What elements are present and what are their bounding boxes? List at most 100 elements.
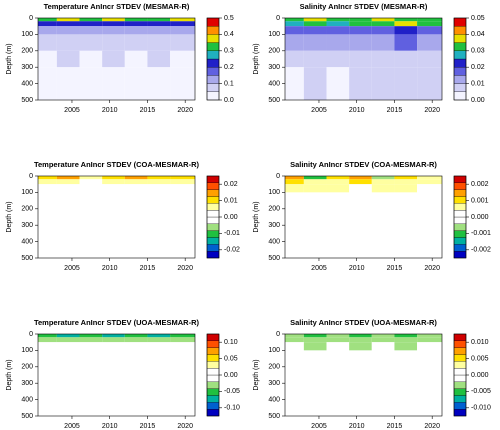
colorbar-swatch bbox=[206, 368, 220, 376]
field-cell bbox=[349, 225, 372, 258]
colorbar-swatch bbox=[206, 203, 220, 211]
field-cell bbox=[38, 26, 57, 35]
field-cell bbox=[285, 350, 304, 367]
field-cell bbox=[170, 26, 195, 35]
x-tick-label: 2020 bbox=[424, 423, 440, 430]
field-cell bbox=[303, 342, 327, 351]
field-cell bbox=[303, 21, 327, 27]
colorbar-tick-label: 0.02 bbox=[224, 181, 238, 188]
x-tick-label: 2015 bbox=[387, 265, 403, 272]
colorbar-swatch bbox=[206, 381, 220, 389]
y-tick-label: 500 bbox=[268, 255, 280, 262]
y-axis-label: Depth (m) bbox=[6, 43, 13, 74]
panel: Temperature AnIncr STDEV (UOA-MESMAR-R) 0… bbox=[6, 318, 240, 430]
field-cell bbox=[285, 337, 304, 343]
field-cell bbox=[147, 350, 171, 367]
x-tick-label: 2020 bbox=[177, 265, 193, 272]
field-cell bbox=[56, 184, 80, 193]
plot-frame bbox=[37, 17, 196, 101]
field-cell bbox=[394, 383, 418, 416]
colorbar-tick-label: 0.4 bbox=[224, 31, 234, 38]
colorbar-swatch bbox=[206, 340, 220, 348]
field-cell bbox=[326, 342, 350, 351]
field-cell bbox=[102, 184, 125, 193]
colorbar-swatch bbox=[453, 409, 467, 417]
y-tick-label: 0 bbox=[276, 15, 280, 22]
field-cell bbox=[170, 350, 195, 367]
field-cell bbox=[394, 21, 418, 27]
colorbar-swatch bbox=[206, 189, 220, 197]
chart-title: Temperature AnIncr STDEV (UOA-MESMAR-R) bbox=[34, 318, 200, 327]
plot-frame bbox=[37, 333, 196, 417]
field-cell bbox=[417, 21, 442, 27]
field-cell bbox=[170, 18, 195, 22]
field-cell bbox=[394, 225, 418, 258]
field-cell bbox=[79, 21, 103, 27]
colorbar-swatch bbox=[206, 17, 220, 27]
colorbar-swatch bbox=[206, 354, 220, 362]
field-cell bbox=[303, 18, 327, 22]
field-cell bbox=[394, 67, 418, 100]
y-tick-label: 400 bbox=[21, 396, 33, 403]
field-cell bbox=[102, 350, 125, 367]
field-cell bbox=[371, 383, 395, 416]
field-cell bbox=[56, 26, 80, 35]
field-cell bbox=[124, 350, 148, 367]
field-cell bbox=[285, 18, 304, 22]
field-cell bbox=[147, 184, 171, 193]
field-cell bbox=[102, 192, 125, 209]
y-tick-label: 300 bbox=[268, 380, 280, 387]
field-cell bbox=[349, 26, 372, 35]
field-cell bbox=[349, 184, 372, 193]
y-axis-label: Depth (m) bbox=[6, 359, 13, 390]
y-tick-label: 500 bbox=[21, 413, 33, 420]
y-tick-label: 100 bbox=[268, 31, 280, 38]
x-tick-label: 2020 bbox=[424, 265, 440, 272]
colorbar-swatch bbox=[453, 388, 467, 396]
colorbar-tick-label: 0.00 bbox=[224, 214, 238, 221]
field-cell bbox=[170, 184, 195, 193]
x-tick-label: 2005 bbox=[64, 265, 80, 272]
field-cell bbox=[170, 225, 195, 258]
field-cell bbox=[79, 179, 103, 185]
field-cell bbox=[147, 366, 171, 384]
field-cell bbox=[394, 50, 418, 68]
colorbar-tick-label: 0.00 bbox=[224, 372, 238, 379]
field-cell bbox=[371, 342, 395, 351]
field-cell bbox=[285, 208, 304, 226]
field-cell bbox=[303, 208, 327, 226]
x-tick-label: 2010 bbox=[102, 265, 118, 272]
field-cell bbox=[102, 342, 125, 351]
y-tick-label: 100 bbox=[21, 31, 33, 38]
field-cell bbox=[124, 179, 148, 185]
field-cell bbox=[147, 67, 171, 100]
field-cell bbox=[371, 225, 395, 258]
field-cell bbox=[417, 350, 442, 367]
colorbar-tick-label: -0.001 bbox=[471, 230, 491, 237]
field-cell bbox=[371, 179, 395, 185]
x-tick-label: 2005 bbox=[64, 423, 80, 430]
y-tick-label: 400 bbox=[21, 238, 33, 245]
colorbar-tick-label: 0.010 bbox=[471, 339, 489, 346]
field-cell bbox=[417, 225, 442, 258]
y-tick-label: 200 bbox=[268, 48, 280, 55]
y-tick-label: 100 bbox=[268, 189, 280, 196]
field-cell bbox=[285, 50, 304, 68]
field-cell bbox=[326, 383, 350, 416]
field-cell bbox=[170, 50, 195, 68]
x-tick-label: 2020 bbox=[177, 423, 193, 430]
field-cell bbox=[56, 176, 80, 180]
field-cell bbox=[394, 18, 418, 22]
colorbar-swatch bbox=[453, 75, 467, 84]
colorbar-swatch bbox=[206, 333, 220, 341]
field-cell bbox=[303, 67, 327, 100]
field-cell bbox=[326, 50, 350, 68]
field-cell bbox=[124, 192, 148, 209]
y-axis-label: Depth (m) bbox=[6, 201, 13, 232]
field-cell bbox=[147, 225, 171, 258]
field-cell bbox=[38, 334, 57, 338]
field-cell bbox=[326, 34, 350, 51]
colorbar-swatch bbox=[453, 395, 467, 403]
field-cell bbox=[326, 208, 350, 226]
colorbar-tick-label: -0.10 bbox=[224, 405, 240, 412]
